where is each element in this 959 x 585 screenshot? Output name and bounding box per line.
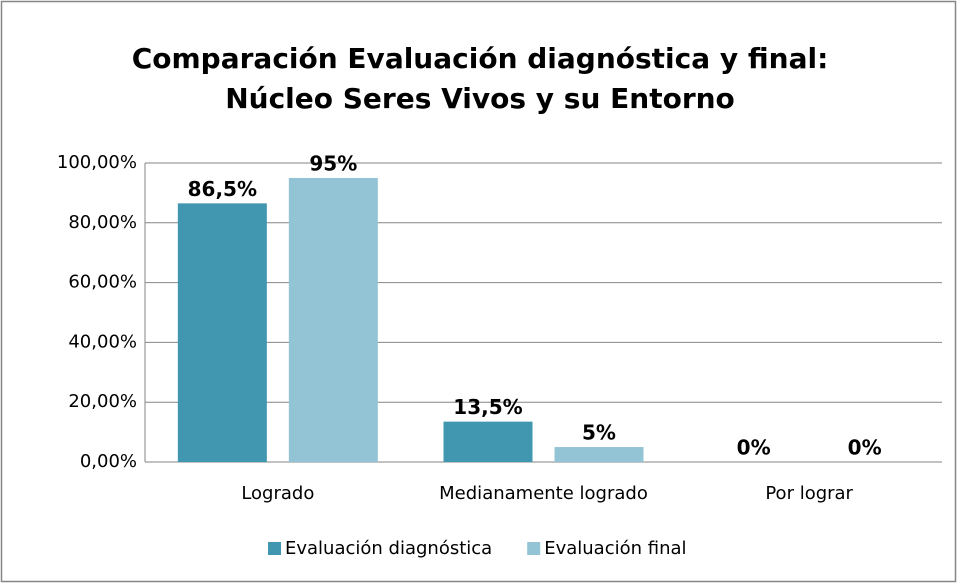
legend-label: Evaluación diagnóstica bbox=[285, 538, 492, 559]
y-tick-label: 100,00% bbox=[57, 152, 137, 173]
bar bbox=[288, 177, 378, 462]
y-tick-label: 80,00% bbox=[68, 212, 137, 233]
value-label: 95% bbox=[309, 151, 357, 175]
value-label: 0% bbox=[848, 436, 882, 460]
chart-title: Comparación Evaluación diagnóstica y fin… bbox=[132, 42, 829, 75]
y-tick-label: 0,00% bbox=[80, 451, 137, 472]
value-label: 5% bbox=[582, 421, 616, 445]
legend-swatch bbox=[268, 542, 281, 555]
x-tick-label: Por lograr bbox=[765, 483, 853, 504]
y-tick-label: 20,00% bbox=[68, 391, 137, 412]
value-label: 13,5% bbox=[453, 395, 522, 419]
value-label: 86,5% bbox=[188, 177, 257, 201]
legend-label: Evaluación final bbox=[544, 538, 686, 559]
x-tick-label: Medianamente logrado bbox=[439, 483, 648, 504]
chart-title: Núcleo Seres Vivos y su Entorno bbox=[225, 82, 735, 115]
bar bbox=[554, 447, 644, 462]
y-tick-label: 40,00% bbox=[68, 331, 137, 352]
y-tick-label: 60,00% bbox=[68, 272, 137, 293]
bar bbox=[443, 421, 533, 462]
bar bbox=[177, 203, 267, 463]
x-tick-label: Logrado bbox=[241, 483, 314, 504]
value-label: 0% bbox=[737, 436, 771, 460]
legend-swatch bbox=[527, 542, 541, 555]
